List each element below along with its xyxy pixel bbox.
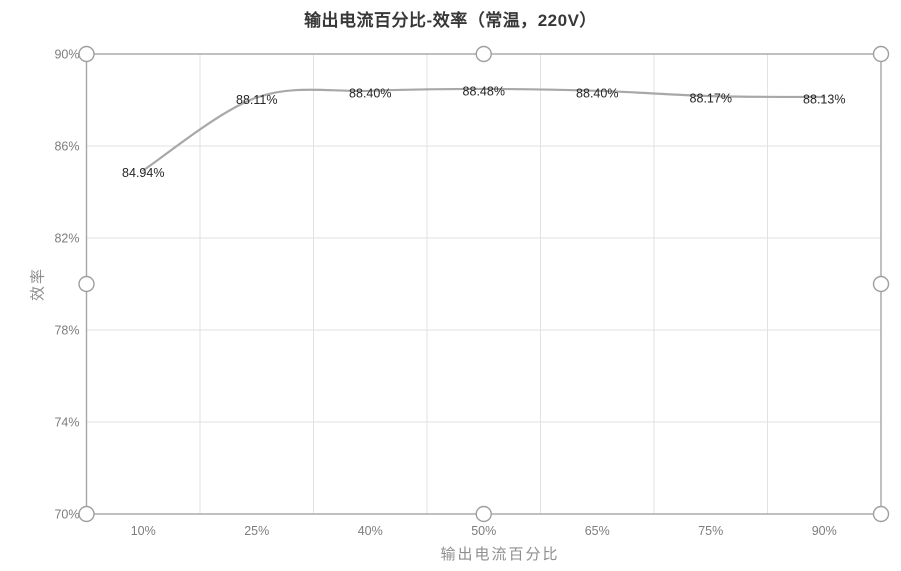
efficiency-series-line[interactable] [142, 87, 826, 172]
data-point-label: 84.94% [122, 166, 164, 180]
data-point-label: 88.40% [349, 86, 391, 100]
selection-handle[interactable] [872, 505, 890, 523]
selection-handle[interactable] [475, 505, 492, 523]
selection-handle[interactable] [872, 275, 890, 293]
data-point-label: 88.48% [463, 84, 505, 98]
y-tick-label: 82% [54, 232, 79, 246]
x-tick-label: 40% [358, 524, 383, 538]
y-axis-title: 效率 [30, 266, 47, 302]
plot-area-border[interactable] [85, 53, 882, 515]
selection-handle[interactable] [872, 45, 890, 63]
selection-handle[interactable] [78, 275, 95, 293]
data-point-label: 88.17% [690, 92, 732, 106]
x-tick-label: 90% [812, 524, 837, 538]
y-tick-label: 70% [54, 508, 79, 522]
y-tick-label: 74% [54, 416, 79, 430]
y-tick-label: 90% [54, 48, 79, 62]
x-tick-label: 65% [585, 524, 610, 538]
selection-handle[interactable] [78, 45, 95, 63]
x-tick-label: 10% [131, 524, 156, 538]
chart-title: 输出电流百分比-效率（常温，220V） [304, 11, 597, 30]
selection-handle[interactable] [78, 505, 95, 523]
x-tick-label: 75% [698, 524, 723, 538]
x-axis-title: 输出电流百分比 [440, 547, 560, 563]
x-tick-label: 25% [244, 524, 269, 538]
data-point-label: 88.11% [236, 93, 277, 107]
data-point-label: 88.13% [803, 93, 845, 107]
y-tick-label: 86% [54, 140, 79, 154]
x-tick-label: 50% [471, 524, 496, 538]
data-point-label: 88.40% [576, 86, 618, 100]
selection-handle[interactable] [475, 45, 492, 63]
y-tick-label: 78% [54, 324, 79, 338]
